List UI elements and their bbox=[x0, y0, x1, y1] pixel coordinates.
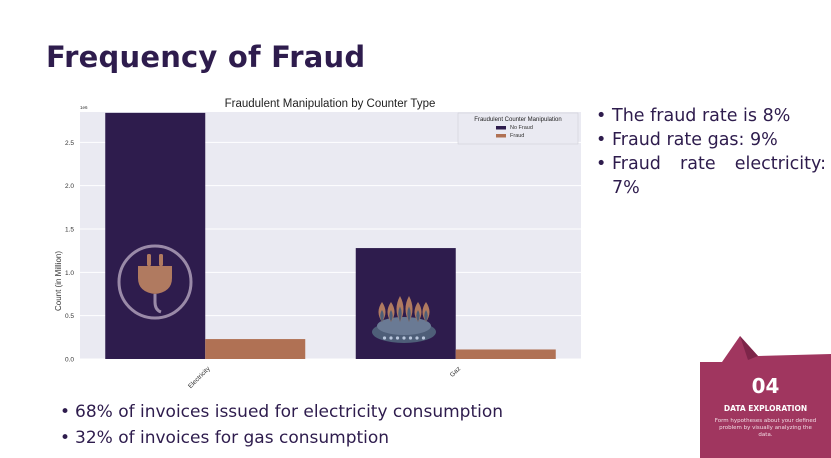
y-tick-label: 1.0 bbox=[65, 270, 74, 277]
plot-area: 0.0 0.5 1.0 1.5 2.0 2.5 Electricity Gaz bbox=[65, 112, 581, 390]
legend-swatch bbox=[496, 126, 506, 130]
badge-description: Form hypotheses about your defined probl… bbox=[714, 418, 817, 438]
slide-title: Frequency of Fraud bbox=[46, 40, 366, 74]
axis-offset-label: 1e6 bbox=[80, 105, 88, 110]
chart-title: Fraudulent Manipulation by Counter Type bbox=[225, 98, 436, 110]
legend-swatch bbox=[496, 134, 506, 138]
x-tick-label: Electricity bbox=[187, 365, 212, 390]
y-tick-label: 2.5 bbox=[65, 140, 74, 147]
badge-number: 04 bbox=[751, 374, 780, 398]
x-tick-label: Gaz bbox=[449, 365, 462, 378]
bullet-gas-share: 32% of invoices for gas consumption bbox=[60, 425, 503, 451]
y-tick-label: 1.5 bbox=[65, 227, 74, 234]
bar-fraud-gaz bbox=[455, 349, 556, 359]
fraud-rate-bullets: The fraud rate is 8% Fraud rate gas: 9% … bbox=[596, 104, 826, 200]
bullet-fraud-rate-gas: Fraud rate gas: 9% bbox=[596, 128, 826, 152]
bar-no-fraud-electricity bbox=[105, 112, 206, 359]
bullet-fraud-rate: The fraud rate is 8% bbox=[596, 104, 826, 128]
invoice-share-bullets: 68% of invoices issued for electricity c… bbox=[60, 399, 503, 451]
fraud-bar-chart: Fraudulent Manipulation by Counter Type … bbox=[54, 98, 581, 390]
badge-label: DATA EXPLORATION bbox=[723, 404, 808, 413]
y-tick-label: 0.5 bbox=[65, 313, 74, 320]
section-badge: 04 DATA EXPLORATION Form hypotheses abou… bbox=[700, 336, 831, 458]
chart-legend: Fraudulent Counter Manipulation No Fraud F… bbox=[457, 112, 579, 145]
legend-entry: Fraud bbox=[510, 133, 524, 139]
legend-title: Fraudulent Counter Manipulation bbox=[474, 117, 561, 123]
gas-flame-icon bbox=[372, 296, 436, 343]
legend-box bbox=[457, 112, 579, 145]
badge-shape bbox=[700, 336, 831, 458]
y-axis-label: Count (in Million) bbox=[54, 251, 63, 311]
y-tick-label: 2.0 bbox=[65, 183, 74, 190]
bar-fraud-electricity bbox=[205, 339, 306, 359]
electric-plug-icon bbox=[117, 244, 193, 320]
legend-entry: No Fraud bbox=[510, 125, 533, 131]
y-tick-label: 0.0 bbox=[65, 357, 74, 364]
bullet-electricity-share: 68% of invoices issued for electricity c… bbox=[60, 399, 503, 425]
bullet-fraud-rate-electricity: Fraud rate electricity: 7% bbox=[596, 152, 826, 200]
